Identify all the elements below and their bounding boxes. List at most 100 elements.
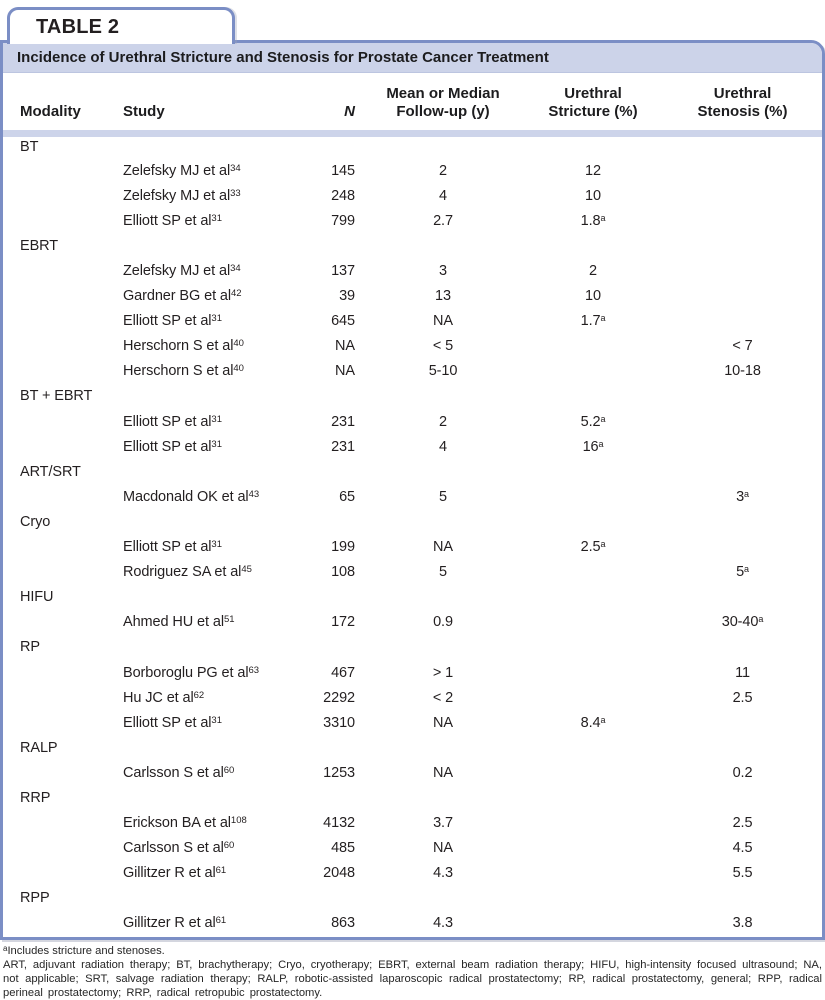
table-title: Incidence of Urethral Stricture and Sten… (17, 49, 549, 66)
stricture-cell (523, 359, 663, 384)
stenosis-cell: 30-40a (721, 614, 764, 631)
superscript: 33 (230, 187, 241, 199)
empty-cell (3, 183, 103, 208)
followup-cell: 2.7 (433, 212, 453, 229)
followup-cell: < 2 (432, 689, 454, 706)
stricture-cell: 1.7a (580, 313, 606, 330)
empty-cell (663, 635, 822, 660)
empty-cell (315, 233, 363, 258)
n-cell: 799 (331, 212, 355, 229)
superscript: 42 (231, 288, 242, 300)
study-row: Elliott SP et al31 199 NA 2.5a (3, 535, 822, 560)
header-row: Modality Study N Mean or Median Follow-u… (3, 73, 822, 137)
followup-cell: 4.3 (433, 865, 453, 882)
empty-cell (315, 735, 363, 760)
modality-label: HIFU (20, 589, 54, 606)
superscript: 34 (230, 263, 241, 275)
study-row: Carlsson S et al60 485 NA 4.5 (3, 836, 822, 861)
study-cell: Herschorn S et al40 (123, 338, 244, 355)
stricture-cell: 2 (589, 263, 597, 280)
column-header-followup: Mean or Median Follow-up (y) (363, 73, 523, 137)
modality-label: BT + EBRT (20, 388, 93, 405)
stricture-cell: 16a (582, 438, 604, 455)
superscript: 31 (211, 539, 222, 551)
empty-cell (103, 509, 315, 534)
superscript: 31 (211, 714, 222, 726)
modality-section-row: BT (3, 133, 822, 158)
followup-cell: 4 (439, 438, 447, 455)
empty-cell (103, 635, 315, 660)
stenosis-cell (663, 183, 822, 208)
study-row: Erickson BA et al108 4132 3.7 2.5 (3, 811, 822, 836)
followup-cell: NA (433, 539, 453, 556)
followup-cell: 2 (439, 413, 447, 430)
superscript: 61 (215, 915, 227, 927)
empty-cell (103, 886, 315, 911)
empty-cell (663, 233, 822, 258)
column-header-n: N (315, 73, 363, 137)
empty-cell (3, 158, 103, 183)
stenosis-cell (663, 258, 822, 283)
stenosis-cell: < 7 (732, 338, 753, 355)
empty-cell (315, 459, 363, 484)
empty-cell (3, 911, 103, 936)
n-cell: 231 (331, 438, 355, 455)
empty-cell (103, 459, 315, 484)
study-cell: Elliott SP et al31 (123, 438, 222, 455)
stenosis-cell: 2.5 (732, 689, 753, 706)
study-cell: Carlsson S et al60 (123, 840, 235, 857)
superscript: a (744, 488, 749, 499)
stenosis-cell: 3.8 (732, 915, 753, 932)
stenosis-cell (663, 434, 822, 459)
empty-cell (3, 610, 103, 635)
empty-cell (3, 861, 103, 886)
empty-cell (3, 208, 103, 233)
empty-cell (3, 258, 103, 283)
study-row: Carlsson S et al60 1253 NA 0.2 (3, 760, 822, 785)
empty-cell (663, 509, 822, 534)
empty-cell (363, 133, 523, 158)
stenosis-cell: 11 (735, 664, 750, 681)
stricture-cell (523, 660, 663, 685)
study-row: Gillitzer R et al61 863 4.3 3.8 (3, 911, 822, 936)
empty-cell (523, 735, 663, 760)
study-cell: Gillitzer R et al61 (123, 865, 227, 882)
empty-cell (363, 384, 523, 409)
followup-cell: 5 (439, 564, 447, 581)
table-number-label: TABLE 2 (36, 16, 120, 38)
modality-section-row: RP (3, 635, 822, 660)
stricture-cell: 8.4a (580, 714, 606, 731)
empty-cell (363, 233, 523, 258)
empty-cell (315, 585, 363, 610)
followup-cell: 5 (439, 488, 447, 505)
incidence-table: Modality Study N Mean or Median Follow-u… (3, 73, 822, 936)
n-cell: NA (335, 363, 355, 380)
study-row: Elliott SP et al31 3310 NA 8.4a (3, 710, 822, 735)
empty-cell (523, 509, 663, 534)
empty-cell (3, 535, 103, 560)
empty-cell (3, 484, 103, 509)
empty-cell (523, 886, 663, 911)
empty-cell (3, 660, 103, 685)
study-row: Ahmed HU et al51 172 0.9 30-40a (3, 610, 822, 635)
study-row: Rodriguez SA et al45 108 5 5a (3, 560, 822, 585)
empty-cell (363, 635, 523, 660)
n-cell: 39 (339, 288, 355, 305)
column-header-stenosis: Urethral Stenosis (%) (663, 73, 822, 137)
empty-cell (315, 886, 363, 911)
footnote-a-text: Includes stricture and stenoses. (7, 945, 165, 957)
empty-cell (363, 735, 523, 760)
superscript: 31 (211, 212, 222, 224)
empty-cell (315, 133, 363, 158)
empty-cell (363, 886, 523, 911)
empty-cell (663, 735, 822, 760)
stricture-cell (523, 836, 663, 861)
study-cell: Elliott SP et al31 (123, 313, 222, 330)
abbreviations-note: ART, adjuvant radiation therapy; BT, bra… (3, 959, 822, 1000)
study-row: Herschorn S et al40 NA < 5 < 7 (3, 334, 822, 359)
study-row: Macdonald OK et al43 65 5 3a (3, 484, 822, 509)
stenosis-cell: 4.5 (732, 840, 753, 857)
empty-cell (363, 585, 523, 610)
study-row: Elliott SP et al31 799 2.7 1.8a (3, 208, 822, 233)
empty-cell (103, 735, 315, 760)
